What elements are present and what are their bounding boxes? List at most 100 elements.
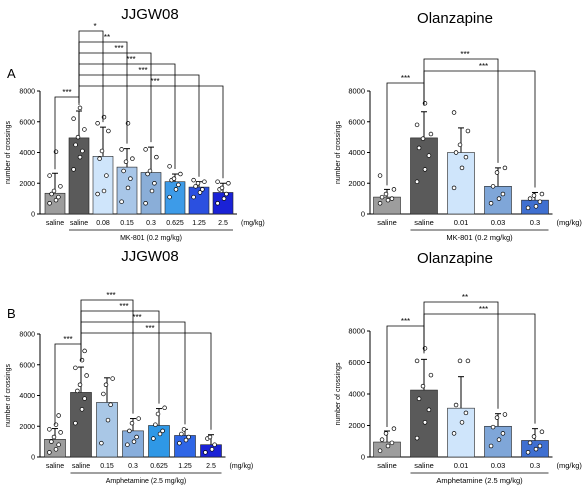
- c0-data-point: [145, 171, 150, 177]
- c2-bar: [70, 392, 92, 458]
- c0-y-tick-label: 2000: [19, 181, 35, 188]
- c0-data-point: [215, 200, 220, 206]
- c0-x-tick-label: 0.15: [120, 220, 134, 227]
- c2-data-point: [49, 439, 54, 444]
- c1-data-point: [494, 170, 500, 175]
- c2-data-point: [73, 420, 78, 426]
- c2-data-point: [84, 373, 89, 378]
- c2-y-tick-label: 4000: [19, 393, 35, 400]
- c3-x-tick-label: 0.3: [530, 461, 540, 470]
- c1-data-point: [525, 205, 531, 211]
- c0-data-point: [191, 177, 196, 183]
- c0-sig-label: **: [104, 33, 110, 42]
- c2-y-tick-label: 0: [31, 455, 35, 462]
- c1-y-tick-label: 2000: [348, 179, 365, 188]
- c1-data-point: [457, 142, 463, 148]
- c2-sig-label: ***: [119, 302, 128, 311]
- c3-data-point: [428, 372, 434, 378]
- c1-data-point: [416, 145, 422, 151]
- c1-data-point: [426, 153, 432, 158]
- c1-y-tick-label: 4000: [348, 148, 365, 157]
- c0-sig-label: ***: [62, 88, 71, 97]
- c0-data-point: [121, 168, 126, 174]
- c0-data-point: [143, 147, 148, 152]
- c1-data-point: [422, 167, 428, 172]
- c2-data-point: [127, 428, 132, 434]
- c3-data-point: [391, 426, 397, 431]
- c0-bar: [140, 172, 162, 215]
- c0-data-point: [73, 142, 78, 148]
- c3-data-point: [539, 429, 545, 435]
- c2-data-point: [209, 447, 215, 452]
- c1-x-tick-label: saline: [377, 218, 397, 227]
- c2-sig-bracket: [80, 299, 134, 414]
- c3-y-axis-label: number of crossings: [335, 362, 342, 426]
- c0-x-tick-label: 0.08: [96, 220, 110, 227]
- c2-data-point: [56, 442, 61, 447]
- c0-data-point: [167, 194, 172, 200]
- c2-x-tick-label: saline: [46, 463, 64, 470]
- c3-y-tick-label: 4000: [348, 390, 365, 399]
- c2-sig-label: ***: [145, 324, 154, 333]
- c1-sig-label: ***: [479, 62, 488, 71]
- c0-y-tick-label: 8000: [19, 89, 35, 96]
- chart-title-olanzapine-amphetamine: Olanzapine: [417, 250, 493, 267]
- c0-bar: [68, 137, 90, 215]
- c2-x-tick-label: 1.25: [178, 463, 192, 470]
- c0-x-tick-label: 0.625: [166, 220, 184, 227]
- c0-data-point: [149, 188, 155, 194]
- c2-data-point: [105, 417, 111, 423]
- c3-data-point: [537, 443, 543, 449]
- c2-x-tick-label: saline: [72, 463, 90, 470]
- c3-data-point: [422, 420, 428, 425]
- c3-sig-bracket: [423, 301, 499, 409]
- c2-data-point: [134, 434, 139, 440]
- c1-sig-label: ***: [401, 74, 410, 83]
- c0-data-point: [58, 184, 63, 189]
- chart-title-jjgw08-mk801: JJGW08: [121, 6, 179, 23]
- c1-x-tick-label: 0.3: [530, 218, 540, 227]
- c2-y-axis-label: number of crossings: [5, 363, 12, 427]
- c2-y-tick-label: 6000: [19, 362, 35, 369]
- c1-sig-bracket: [423, 58, 499, 163]
- c0-data-point: [224, 191, 229, 197]
- c0-data-point: [99, 148, 105, 154]
- c2-data-point: [82, 348, 87, 354]
- c1-data-point: [383, 191, 389, 197]
- c3-x-tick-label: saline: [414, 461, 434, 470]
- c3-bar: [447, 407, 475, 458]
- c0-sig-label: ***: [138, 66, 147, 75]
- c1-data-point: [463, 154, 469, 160]
- c2-data-point: [53, 447, 59, 452]
- c3-data-point: [531, 434, 537, 439]
- c2-y-tick-label: 8000: [19, 332, 35, 339]
- c1-data-point: [385, 197, 391, 203]
- c0-data-point: [154, 154, 159, 160]
- c1-data-point: [531, 193, 537, 198]
- c2-x-tick-label: 2.5: [206, 463, 216, 470]
- c0-x-tick-label: saline: [46, 220, 64, 227]
- c0-data-point: [128, 176, 133, 181]
- c1-sig-bracket: [423, 70, 536, 188]
- c0-data-point: [104, 173, 109, 178]
- c0-data-point: [125, 185, 131, 191]
- c2-data-point: [177, 440, 182, 446]
- c0-x-tick-label: 2.5: [218, 220, 228, 227]
- c1-y-tick-label: 0: [361, 210, 365, 219]
- c2-data-point: [101, 391, 106, 397]
- c1-data-point: [389, 196, 395, 201]
- c1-data-point: [451, 110, 457, 115]
- c0-data-point: [51, 188, 57, 194]
- c3-data-point: [416, 396, 422, 401]
- c3-data-point: [496, 437, 502, 442]
- c2-group-label: Amphetamine (2.5 mg/kg): [106, 478, 187, 485]
- c3-y-tick-label: 6000: [348, 358, 365, 367]
- c0-data-point: [47, 200, 52, 206]
- c0-bar: [92, 156, 114, 215]
- c2-data-point: [125, 442, 130, 447]
- c3-data-point: [459, 420, 465, 425]
- c0-sig-label: ***: [114, 44, 123, 53]
- c1-data-point: [414, 122, 420, 128]
- c0-data-point: [152, 181, 157, 186]
- c0-data-point: [77, 154, 83, 160]
